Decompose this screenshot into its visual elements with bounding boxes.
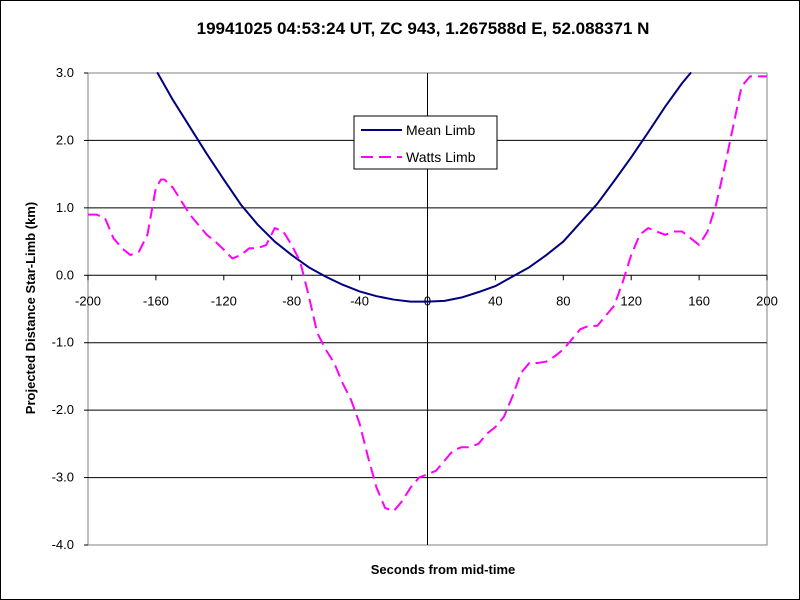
y-tick-label: -2.0 (52, 402, 74, 417)
x-tick-label: 200 (756, 293, 778, 308)
x-tick-label: -160 (143, 293, 169, 308)
y-tick-label: 2.0 (56, 132, 74, 147)
y-tick-label: 1.0 (56, 200, 74, 215)
y-tick-label: 3.0 (56, 65, 74, 80)
legend-label: Watts Limb (406, 149, 476, 165)
y-tick-label: -3.0 (52, 470, 74, 485)
x-tick-label: -80 (282, 293, 301, 308)
x-axis-title: Seconds from mid-time (371, 562, 515, 577)
series (88, 72, 767, 513)
y-tick-label: -4.0 (52, 537, 74, 552)
legend: Mean Limb Watts Limb (353, 115, 498, 170)
legend-box (353, 115, 498, 170)
x-tick-label: -120 (211, 293, 237, 308)
series-line-mean-limb (156, 72, 692, 303)
x-tick-label: 40 (488, 293, 502, 308)
legend-label: Mean Limb (406, 122, 475, 138)
x-tick-label: -200 (75, 293, 101, 308)
x-tick-label: 120 (620, 293, 642, 308)
y-tick-label: -1.0 (52, 335, 74, 350)
chart-title: 19941025 04:53:24 UT, ZC 943, 1.267588d … (197, 19, 650, 38)
y-axis-title: Projected Distance Star-Limb (km) (23, 202, 38, 414)
x-tick-label: -40 (350, 293, 369, 308)
x-tick-label: 160 (688, 293, 710, 308)
x-tick-label: 80 (556, 293, 570, 308)
y-tick-label: 0.0 (56, 267, 74, 282)
tick-labels: 3.0 2.0 1.0 0.0 -1.0 -2.0 -3.0 -4.0 -200 -160 -120… (52, 65, 778, 552)
series-line-watts-limb (88, 75, 767, 513)
